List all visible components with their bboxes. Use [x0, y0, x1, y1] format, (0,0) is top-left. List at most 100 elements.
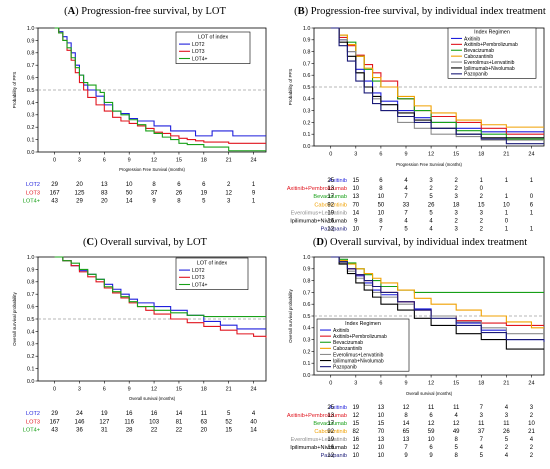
panel-d-risk-count: 13 [403, 437, 410, 443]
panel-d-letter: D [316, 237, 324, 248]
panel-d-risk-count: 4 [480, 445, 484, 451]
panel-d-risk-count: 9 [404, 453, 408, 459]
panel-b-y-axis-label: Probability of PFS [288, 69, 293, 106]
panel-c-y-tick-label: 0.6 [27, 305, 35, 311]
panel-d-risk-count: 59 [428, 429, 435, 435]
panel-a-risk-count: 9 [252, 190, 256, 196]
panel-c-y-tick-label: 0.5 [27, 317, 35, 323]
panel-b-risk-count: 8 [379, 186, 383, 192]
panel-d-y-tick-label: 1.0 [303, 255, 311, 261]
panel-d-risk-count: 12 [352, 413, 359, 419]
panel-a-risk-count: 13 [101, 182, 108, 188]
panel-a-y-tick-label: 0.8 [27, 51, 35, 57]
panel-b-risk-count: 8 [379, 219, 383, 225]
panel-b-risk-count: 1 [480, 178, 484, 184]
panel-a-legend-label: LOT2 [192, 42, 205, 48]
panel-a-y-tick-label: 0.0 [27, 150, 35, 156]
panel-d-risk-row-label: Bevacizumab [313, 421, 347, 427]
panel-c-y-tick-label: 1.0 [27, 255, 35, 261]
panel-b-legend-box [447, 27, 537, 79]
panel-a-x-tick-label: 12 [151, 158, 157, 164]
panel-d-risk-count: 70 [378, 429, 385, 435]
panel-b-risk-count: 3 [429, 178, 433, 184]
panel-b-risk-count: 1 [530, 178, 534, 184]
panel-a-risk-row-label: LOT3 [26, 190, 40, 196]
panel-b-risk-row-label: Axitinib [329, 178, 347, 184]
panel-b-risk-count: 92 [327, 202, 334, 208]
panel-c-risk-count: 31 [101, 428, 108, 434]
panel-d-risk-count: 12 [403, 405, 410, 411]
panel-d-risk-count: 6 [429, 413, 433, 419]
panel-b-risk-row-label: Axitinib+Pembrolizumab [287, 186, 347, 192]
panel-a-legend-title: LOT of index [198, 35, 229, 41]
panel-c-risk-count: 127 [99, 419, 110, 425]
panel-d-risk-count: 11 [478, 421, 485, 427]
panel-c-x-tick-label: 21 [226, 387, 232, 393]
panel-a-risk-count: 43 [51, 199, 58, 205]
panel-b-risk-row-label: Pazopanib [321, 227, 347, 233]
panel-c-x-tick-label: 18 [201, 387, 207, 393]
panel-d-risk-count: 10 [378, 453, 385, 459]
panel-b-risk-count: 4 [404, 186, 408, 192]
panel-d-legend-title: Index Regimen [345, 321, 381, 327]
panel-c-y-tick-label: 0.3 [27, 342, 35, 348]
panel-d-risk-count: 4 [505, 453, 509, 459]
panel-b-legend-label: Bevacizumab [464, 48, 494, 54]
panel-a-y-tick-label: 0.1 [27, 138, 35, 144]
panel-c-risk-count: 146 [74, 419, 85, 425]
panel-c-title: (C) Overall survival, by LOT [83, 237, 208, 248]
panel-d-risk-count: 65 [403, 429, 410, 435]
panel-c-y-tick-label: 0.7 [27, 292, 35, 298]
panel-c-risk-count: 4 [252, 411, 256, 417]
panel-c-risk-count: 22 [176, 428, 183, 434]
panel-b-risk-count: 10 [378, 210, 385, 216]
panel-d-risk-count: 12 [352, 445, 359, 451]
panel-d-x-tick-label: 12 [428, 381, 434, 387]
panel-d-risk-count: 15 [378, 421, 385, 427]
panel-b-x-tick-label: 12 [428, 152, 434, 158]
panel-b-risk-count: 1 [530, 210, 534, 216]
panel-b-risk-count: 2 [455, 186, 459, 192]
panel-d-risk-count: 3 [480, 413, 484, 419]
panel-b-risk-count: 5 [429, 210, 433, 216]
panel-d-x-tick-label: 6 [379, 381, 382, 387]
panel-b-letter: B [298, 6, 305, 17]
panel-a-letter: A [68, 6, 76, 17]
panel-c-risk-count: 40 [250, 419, 257, 425]
panel-c-risk-count: 63 [200, 419, 207, 425]
panel-d-risk-count: 10 [352, 453, 359, 459]
panel-d-risk-count: 7 [404, 445, 408, 451]
panel-b-title: (B) Progression-free survival, by indivi… [294, 6, 546, 17]
panel-c-risk-count: 14 [250, 428, 257, 434]
panel-d-risk-count: 10 [428, 437, 435, 443]
panel-b-risk-count: 7 [379, 227, 383, 233]
panel-a-risk-count: 1 [252, 182, 256, 188]
panel-a-x-tick-label: 6 [103, 158, 106, 164]
panel-b-risk-count: 70 [352, 202, 359, 208]
panel-a-y-tick-label: 0.2 [27, 125, 35, 131]
panel-a-x-tick-label: 3 [78, 158, 81, 164]
panel-d-title-text: Overall survival, by individual index tr… [330, 237, 527, 248]
panel-b-risk-count: 6 [530, 202, 534, 208]
panel-b-y-tick-label: 0.9 [303, 38, 311, 44]
panel-a-title: (A) Progression-free survival, by LOT [64, 6, 226, 17]
panel-a-risk-count: 19 [200, 190, 207, 196]
panel-d-risk-count: 26 [503, 429, 510, 435]
panel-d-risk-count: 11 [453, 405, 460, 411]
panel-a-risk-row-label: LOT2 [26, 182, 40, 188]
panel-d-plot: 0.0 0.1 0.2 0.3 0.4 0.5 0.6 0.7 0.8 0.9 1.0 0 3 6 9 12 1… [288, 255, 545, 396]
panel-a-y-axis-label: Probability of PFS [12, 72, 17, 109]
panel-b-risk-row-label: Cabozantinib [314, 202, 347, 208]
panel-b-risk-count: 50 [378, 202, 385, 208]
panel-d-risk-count: 5 [455, 445, 459, 451]
panel-b-risk-count: 2 [480, 194, 484, 200]
panel-d-y-tick-label: 0.3 [303, 338, 311, 344]
panel-d-risk-row-label: Axitinib+Pembrolizumab [287, 413, 347, 419]
panel-b: (B) Progression-free survival, by indivi… [287, 6, 546, 233]
panel-d-risk-row-label: Pazopanib [321, 453, 347, 459]
panel-d-legend-label: Pazopanib [333, 364, 357, 370]
panel-d-legend-label: Cabozantinib [333, 346, 362, 352]
panel-b-legend: Index RegimenAxitinibAxitinib+Pembrolizu… [447, 27, 537, 79]
